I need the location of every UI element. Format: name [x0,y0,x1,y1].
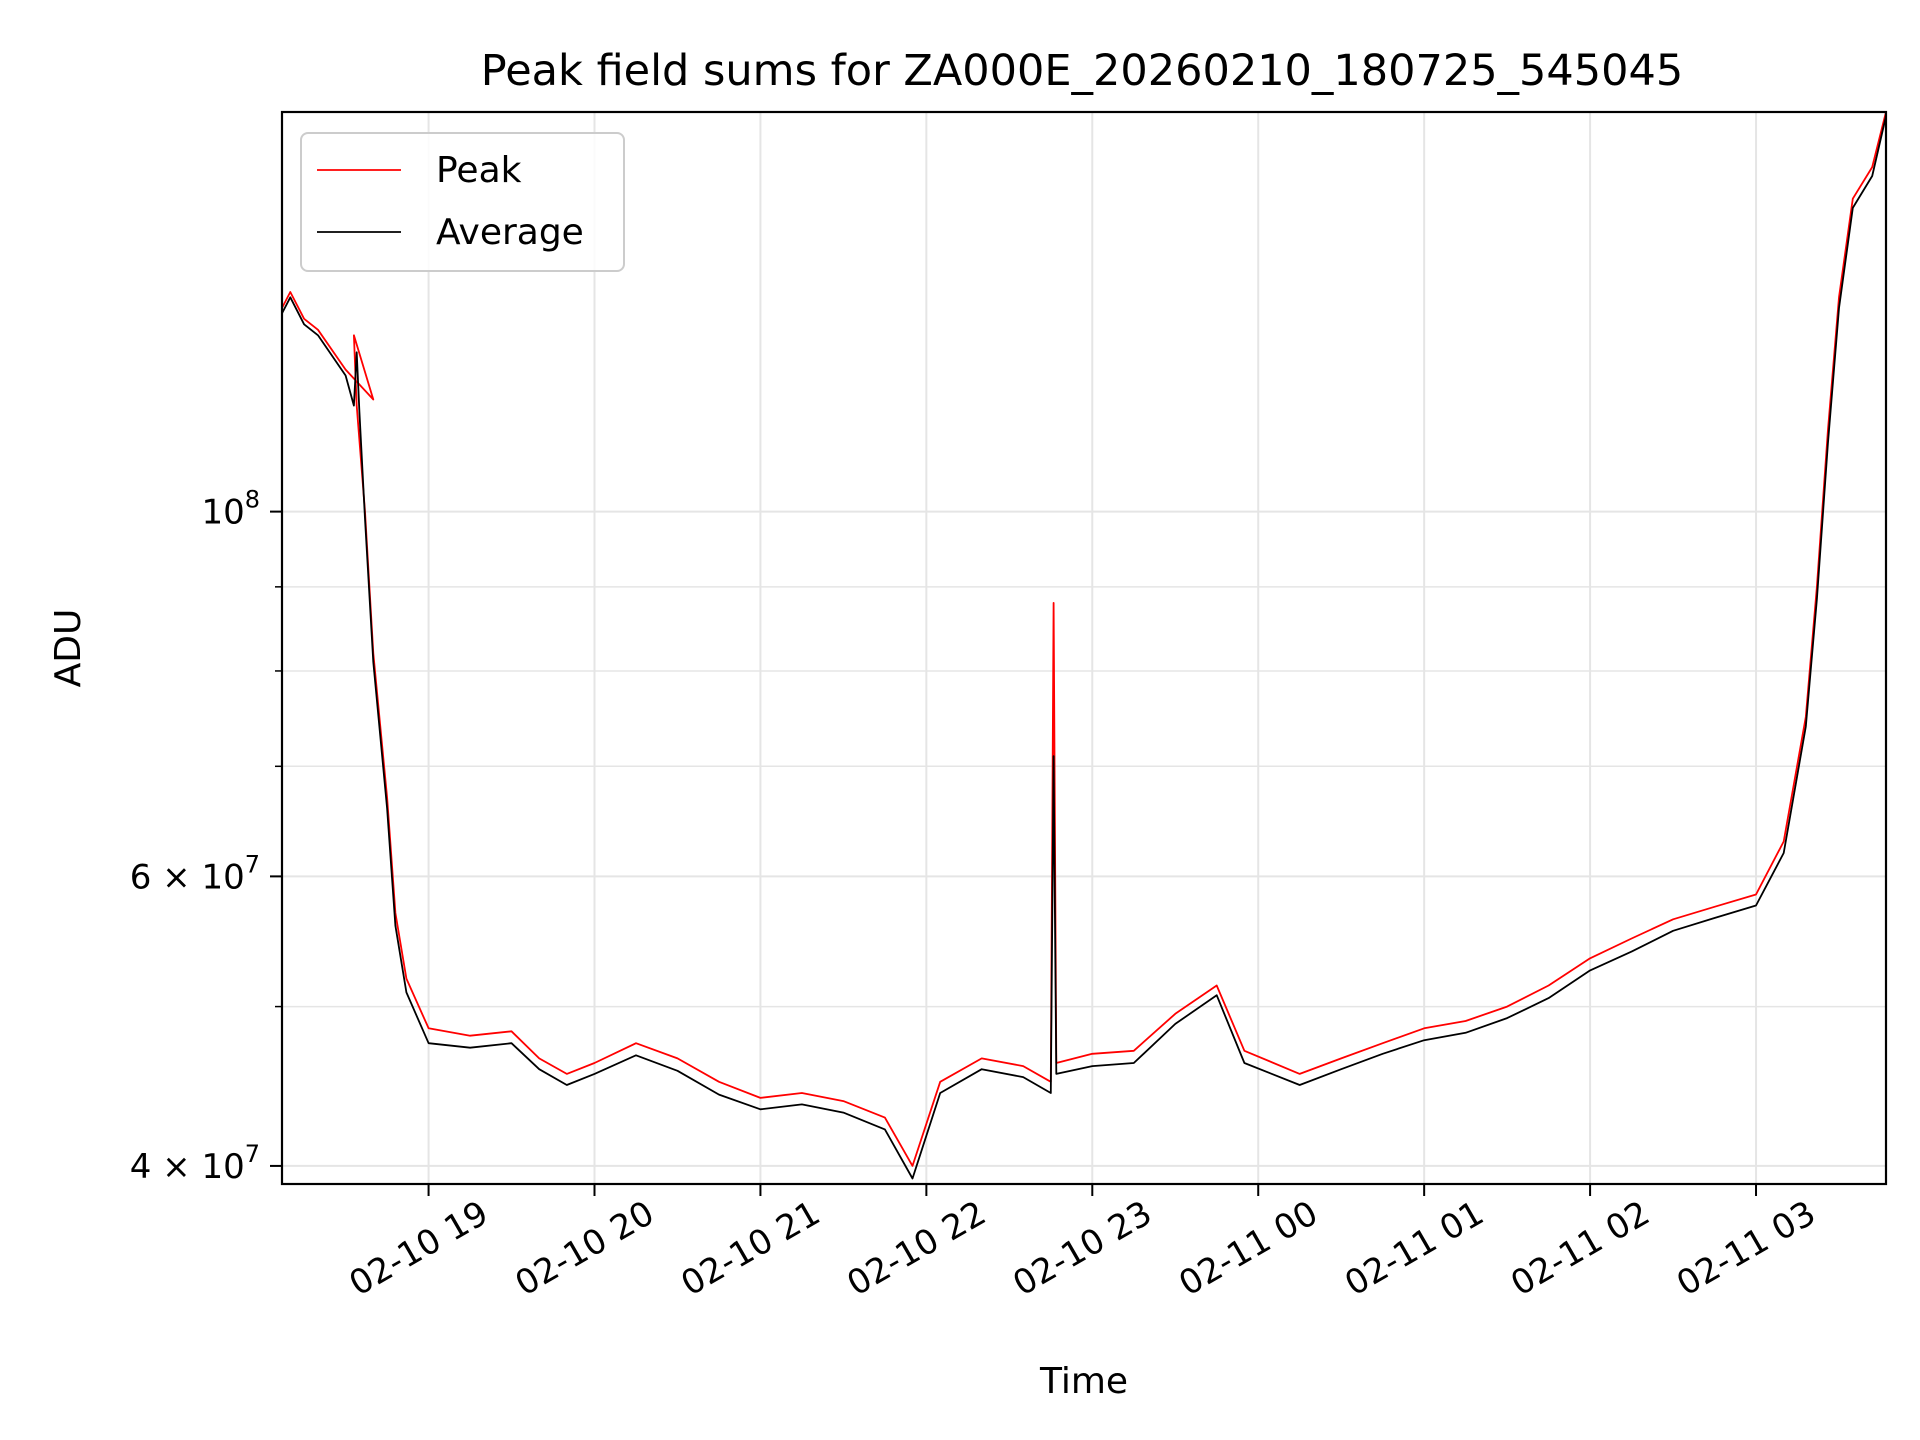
y-axis-label: ADU [48,609,89,688]
plot-frame [280,110,1888,1186]
series-layer [281,111,1887,1180]
x-axis-label: Time [1039,1361,1128,1402]
series-line-average [281,115,1887,1180]
legend-box [300,132,625,272]
y-tick-label: 6 × 107 [130,850,260,897]
legend-peak-label: Peak [436,150,522,191]
y-tick-label: 4 × 107 [130,1140,260,1187]
series-line-peak [281,111,1887,1167]
chart-title: Peak field sums for ZA000E_20260210_1807… [481,46,1683,96]
grid [282,112,1886,1184]
y-axis: 4 × 107 6 × 107 108 [130,486,282,1187]
y-tick-label: 108 [201,486,260,533]
legend: Peak Average [300,132,625,272]
legend-average-label: Average [436,212,584,253]
